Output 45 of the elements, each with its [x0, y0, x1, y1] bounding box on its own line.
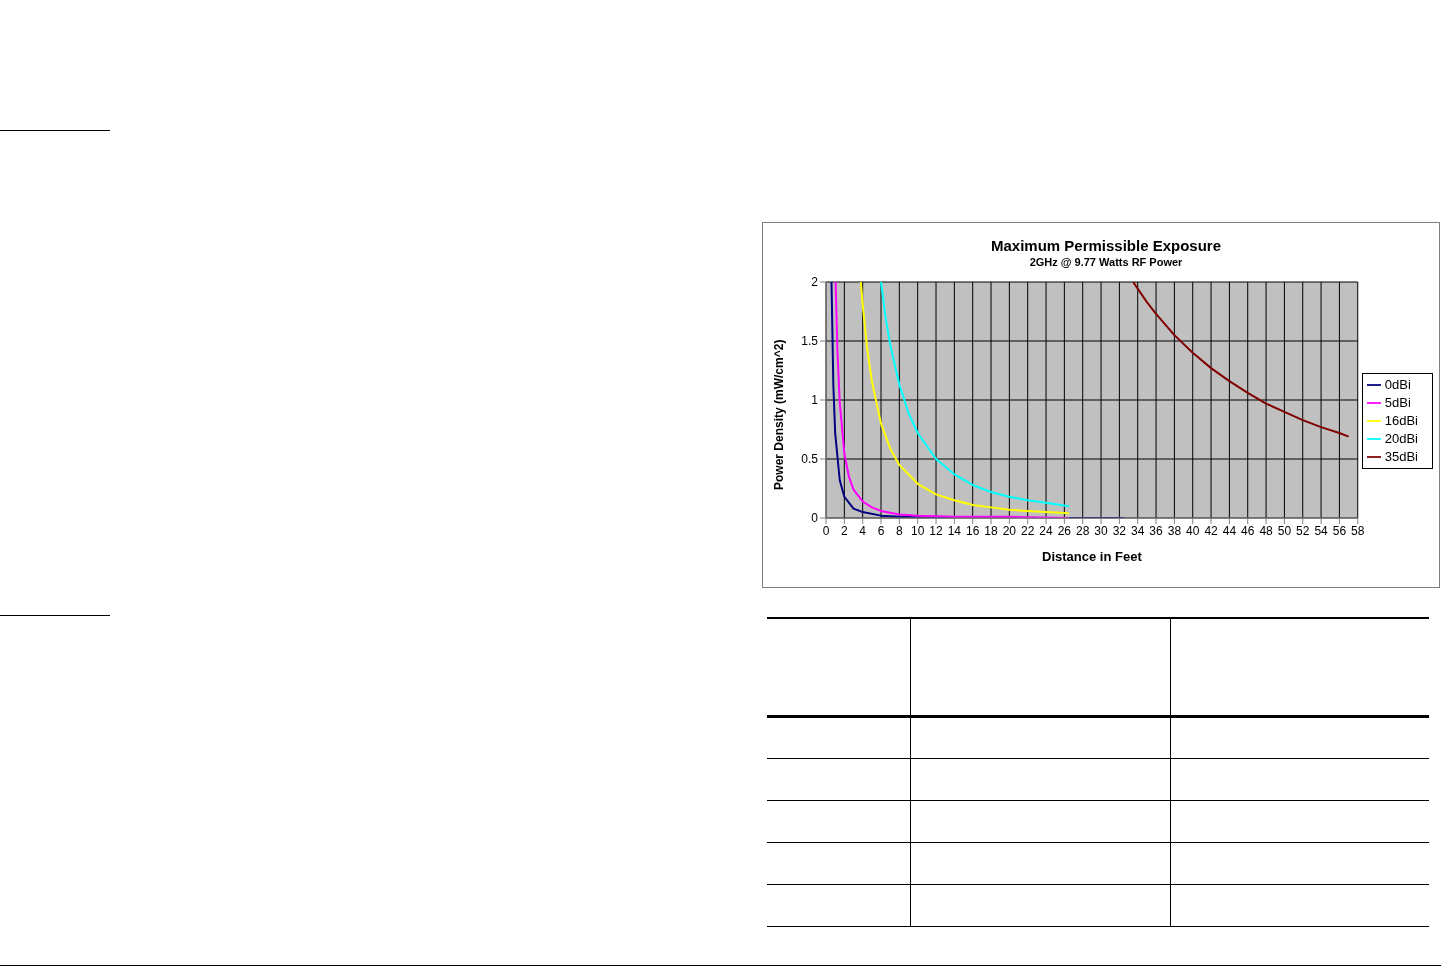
x-tick-label: 12 [929, 523, 944, 538]
y-axis-title: Power Density (mW/cm^2) [772, 339, 787, 490]
legend-label: 16dBi [1384, 412, 1418, 428]
x-tick-label: 16 [966, 523, 980, 538]
x-tick-label: 40 [1186, 523, 1200, 538]
y-tick-label: 0 [811, 511, 819, 526]
chart-subtitle: 2GHz @ 9.77 Watts RF Power [1028, 256, 1184, 268]
chart-title: Maximum Permissible Exposure [989, 237, 1223, 254]
y-tick-label: 2 [811, 275, 819, 290]
x-tick-label: 0 [822, 523, 830, 538]
x-tick-label: 34 [1131, 523, 1145, 538]
x-tick-label: 22 [1021, 523, 1035, 538]
x-tick-label: 30 [1094, 523, 1109, 538]
x-tick-label: 32 [1112, 523, 1127, 538]
legend-label: 0dBi [1384, 376, 1411, 392]
x-tick-label: 46 [1241, 523, 1255, 538]
x-tick-label: 10 [911, 523, 925, 538]
x-tick-label: 44 [1222, 523, 1237, 538]
x-tick-label: 42 [1204, 523, 1219, 538]
x-tick-label: 26 [1057, 523, 1072, 538]
legend-label: 5dBi [1384, 394, 1411, 410]
legend-label: 20dBi [1384, 430, 1418, 446]
y-tick-label: 1.5 [801, 334, 819, 349]
x-tick-label: 56 [1332, 523, 1347, 538]
x-tick-label: 54 [1314, 523, 1329, 538]
x-tick-label: 4 [859, 523, 867, 538]
legend-label: 35dBi [1384, 448, 1418, 464]
x-tick-label: 36 [1149, 523, 1164, 538]
x-tick-label: 14 [947, 523, 962, 538]
x-tick-label: 58 [1351, 523, 1365, 538]
x-tick-label: 18 [984, 523, 999, 538]
x-tick-label: 50 [1277, 523, 1292, 538]
x-tick-label: 6 [877, 523, 885, 538]
x-tick-label: 2 [840, 523, 848, 538]
x-tick-label: 20 [1002, 523, 1017, 538]
x-tick-label: 48 [1259, 523, 1274, 538]
x-tick-label: 8 [896, 523, 903, 538]
x-tick-label: 24 [1039, 523, 1054, 538]
x-tick-label: 28 [1076, 523, 1090, 538]
y-tick-label: 1 [811, 393, 819, 408]
line-series [1132, 282, 1350, 438]
y-tick-label: 0.5 [801, 452, 819, 467]
x-tick-label: 38 [1167, 523, 1182, 538]
x-tick-label: 52 [1296, 523, 1310, 538]
x-axis-title: Distance in Feet [1042, 549, 1143, 564]
